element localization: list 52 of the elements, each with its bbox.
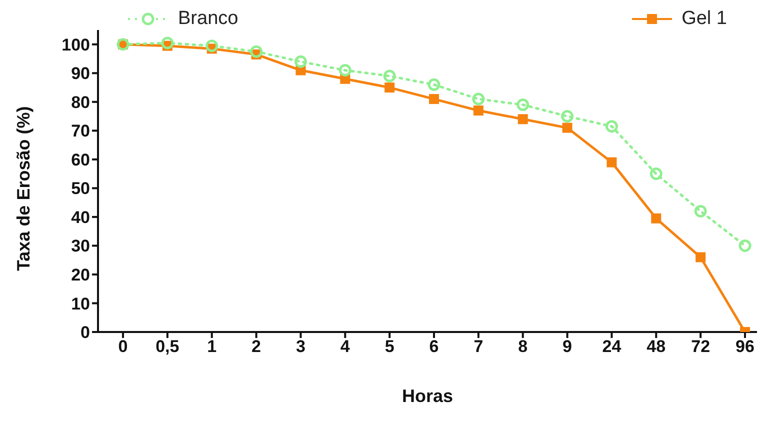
point	[250, 45, 263, 58]
point	[473, 106, 484, 116]
x-tick-label: 7	[474, 337, 484, 356]
point	[206, 40, 218, 52]
y-tick-label: 30	[71, 236, 90, 256]
x-tick-label: 6	[429, 337, 439, 356]
x-tick-label: 8	[518, 337, 528, 356]
y-tick-label: 90	[71, 64, 90, 84]
x-tick-label: 3	[296, 337, 306, 356]
x-tick-label: 0,5	[156, 337, 180, 356]
y-tick-label: 60	[71, 150, 90, 170]
point	[651, 213, 662, 224]
x-tick-label: 48	[646, 337, 666, 356]
y-axis-title: Taxa de Erosão (%)	[13, 106, 34, 271]
x-tick-label: 2	[252, 337, 262, 356]
y-tick-label: 80	[71, 92, 90, 112]
point	[472, 92, 485, 106]
point	[383, 70, 396, 82]
point	[428, 78, 440, 91]
point	[696, 252, 706, 262]
point	[694, 204, 707, 218]
y-tick-label: 10	[71, 294, 90, 314]
y-tick-label: 100	[62, 35, 90, 54]
y-tick-label: 70	[71, 122, 90, 141]
point	[338, 64, 352, 77]
y-tick-label: 20	[71, 266, 90, 285]
x-tick-label: 72	[691, 337, 710, 356]
x-tick-label: 0	[118, 337, 128, 356]
x-tick-label: 1	[207, 337, 217, 356]
point	[562, 122, 572, 133]
point	[606, 157, 617, 168]
point	[429, 94, 439, 104]
point	[561, 110, 574, 123]
point	[161, 36, 174, 50]
point	[384, 82, 395, 93]
x-tick-label: 4	[340, 337, 350, 356]
y-tick-label: 40	[71, 208, 90, 227]
x-tick-label: 9	[562, 337, 572, 356]
legend-label: Branco	[178, 8, 238, 30]
point	[518, 114, 528, 124]
point	[650, 168, 662, 180]
point	[294, 55, 307, 68]
y-tick-label: 50	[71, 179, 90, 198]
x-axis-title: Horas	[402, 386, 454, 406]
y-tick-label: 0	[80, 323, 90, 342]
point	[516, 98, 530, 112]
x-tick-label: 24	[602, 337, 622, 356]
legend-label: Gel 1	[682, 8, 727, 30]
point	[738, 239, 752, 252]
point	[605, 120, 618, 133]
x-tick-label: 96	[736, 337, 754, 356]
x-tick-label: 5	[384, 337, 394, 356]
